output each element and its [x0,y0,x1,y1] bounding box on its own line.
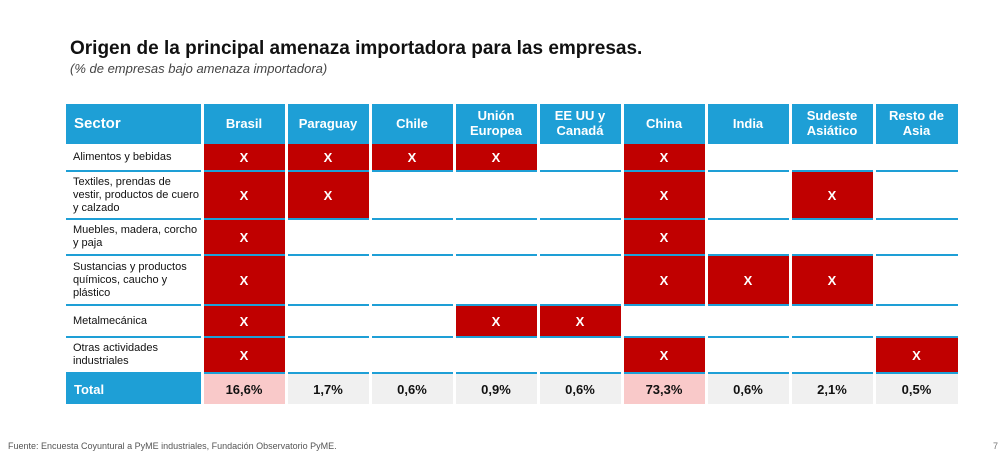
threat-mark: X [370,142,456,171]
row-label: Alimentos y bebidas [66,142,204,171]
threat-mark: X [706,254,792,305]
empty-cell [790,336,876,373]
total-label: Total [66,372,204,404]
row-label: Textiles, prendas de vestir, productos d… [66,170,204,219]
table-row: Muebles, madera, corcho y paja X X [66,218,961,255]
header-col: Paraguay [286,104,372,143]
threat-mark: X [202,142,288,171]
chart-title: Origen de la principal amenaza importado… [70,38,643,59]
empty-cell [454,170,540,219]
empty-cell [706,170,792,219]
threat-mark: X [202,218,288,255]
threat-mark: X [622,170,708,219]
row-label: Sustancias y productos químicos, caucho … [66,254,204,305]
total-value: 0,6% [370,372,456,404]
threat-mark: X [538,304,624,337]
header-col: Brasil [202,104,288,143]
empty-cell [370,254,456,305]
threat-mark: X [622,218,708,255]
total-value: 0,5% [874,372,961,404]
header-sector: Sector [66,104,204,143]
header-col: Unión Europea [454,104,540,143]
empty-cell [286,304,372,337]
threat-mark: X [202,336,288,373]
empty-cell [874,254,961,305]
empty-cell [454,218,540,255]
table-row: Textiles, prendas de vestir, productos d… [66,170,961,219]
empty-cell [790,142,876,171]
table-row: Metalmecánica X X X [66,304,961,337]
empty-cell [790,304,876,337]
total-value: 0,9% [454,372,540,404]
empty-cell [874,142,961,171]
threat-mark: X [202,304,288,337]
row-label: Metalmecánica [66,304,204,337]
empty-cell [538,170,624,219]
threat-mark: X [622,254,708,305]
total-value: 0,6% [538,372,624,404]
empty-cell [874,304,961,337]
table-row: Alimentos y bebidas X X X X X [66,142,961,171]
empty-cell [706,304,792,337]
empty-cell [790,218,876,255]
threat-mark: X [454,304,540,337]
header-col: China [622,104,708,143]
empty-cell [874,218,961,255]
empty-cell [370,170,456,219]
threat-origin-table: Sector Brasil Paraguay Chile Unión Europ… [66,104,961,404]
threat-mark: X [874,336,961,373]
header-col: India [706,104,792,143]
threat-mark: X [202,170,288,219]
empty-cell [454,254,540,305]
chart-subtitle: (% de empresas bajo amenaza importadora) [70,61,328,76]
threat-mark: X [286,142,372,171]
table-row: Sustancias y productos químicos, caucho … [66,254,961,305]
total-row: Total 16,6% 1,7% 0,6% 0,9% 0,6% 73,3% 0,6% 2,1%… [66,372,961,404]
empty-cell [538,142,624,171]
empty-cell [538,254,624,305]
empty-cell [538,218,624,255]
threat-mark: X [454,142,540,171]
empty-cell [706,142,792,171]
row-label: Muebles, madera, corcho y paja [66,218,204,255]
empty-cell [370,304,456,337]
threat-mark: X [790,170,876,219]
header-col: Sudeste Asiático [790,104,876,143]
empty-cell [370,336,456,373]
empty-cell [874,170,961,219]
threat-mark: X [286,170,372,219]
table-row: Otras actividades industriales X X X [66,336,961,373]
header-col: Chile [370,104,456,143]
empty-cell [622,304,708,337]
empty-cell [706,336,792,373]
empty-cell [286,336,372,373]
empty-cell [286,218,372,255]
total-value: 2,1% [790,372,876,404]
total-value: 1,7% [286,372,372,404]
empty-cell [370,218,456,255]
threat-mark: X [622,336,708,373]
header-col: EE UU y Canadá [538,104,624,143]
threat-mark: X [622,142,708,171]
threat-mark: X [790,254,876,305]
header-row: Sector Brasil Paraguay Chile Unión Europ… [66,104,961,143]
threat-mark: X [202,254,288,305]
total-value: 0,6% [706,372,792,404]
empty-cell [706,218,792,255]
total-value: 16,6% [202,372,288,404]
source-note: Fuente: Encuesta Coyuntural a PyME indus… [8,441,337,451]
page-marker: 7 [992,441,998,451]
empty-cell [538,336,624,373]
row-label: Otras actividades industriales [66,336,204,373]
header-col: Resto de Asia [874,104,961,143]
empty-cell [454,336,540,373]
empty-cell [286,254,372,305]
total-value: 73,3% [622,372,708,404]
